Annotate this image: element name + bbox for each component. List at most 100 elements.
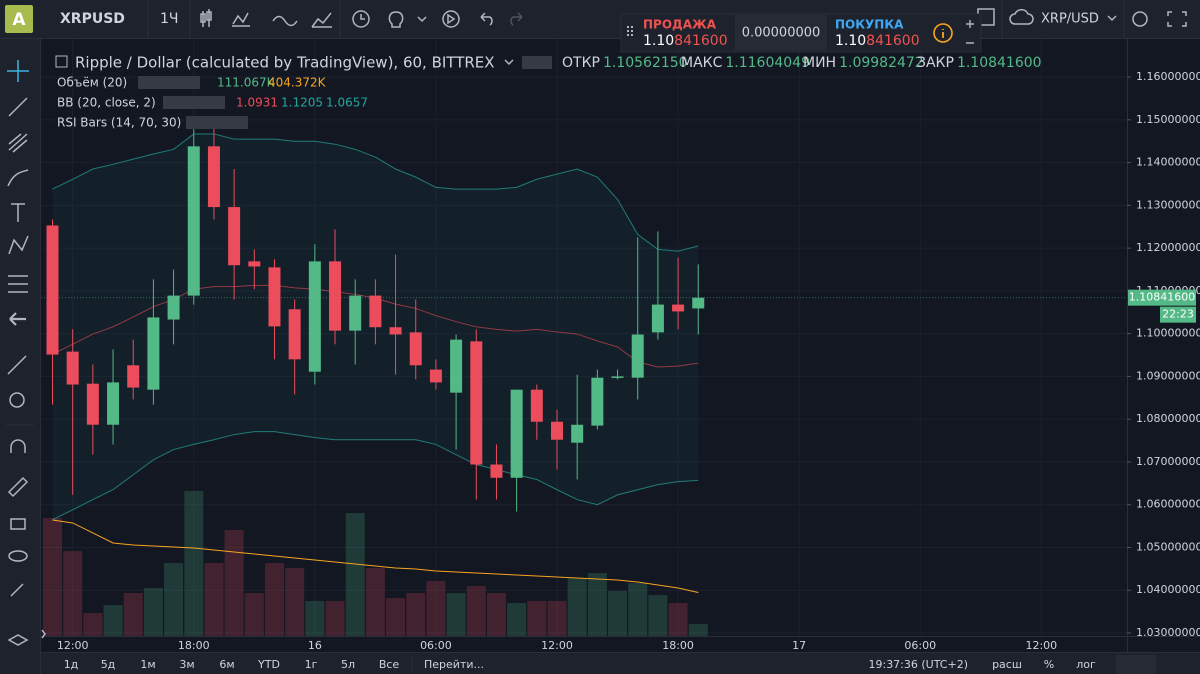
y-tick-label: 1.09000000 <box>1136 369 1200 382</box>
pair[interactable]: XRP/USD <box>1041 12 1099 27</box>
volume-bar <box>668 602 688 636</box>
dropdown-arrow[interactable] <box>504 59 514 66</box>
volume-bar <box>143 588 163 636</box>
volume-bar <box>365 568 385 636</box>
sell-price: 1.10841600 <box>643 33 728 49</box>
candle-body <box>167 295 180 320</box>
candle-body <box>66 351 79 385</box>
range-button[interactable]: 6м <box>219 658 234 671</box>
volume-bar <box>426 580 446 636</box>
dropdown-arrow[interactable] <box>417 16 427 23</box>
candle-body <box>571 424 584 443</box>
replay-icon[interactable] <box>442 10 460 28</box>
visibility-tool[interactable] <box>8 550 28 562</box>
collapse-legend[interactable] <box>55 55 68 68</box>
avatar[interactable] <box>5 5 33 33</box>
spread: 0.00000000 <box>742 26 821 41</box>
chart-title: Ripple / Dollar (calculated by TradingVi… <box>75 54 495 72</box>
x-tick-label: 18:00 <box>178 639 210 652</box>
symbol[interactable]: XRPUSD <box>60 11 125 27</box>
chart-style-icon[interactable] <box>200 9 212 27</box>
buy-price: 1.10841600 <box>835 33 920 49</box>
range-button[interactable]: YTD <box>257 658 280 671</box>
templates-icon[interactable] <box>311 12 332 28</box>
scale-option[interactable]: расш <box>992 658 1022 671</box>
ideas-icon[interactable] <box>388 11 404 28</box>
fullscreen-icon[interactable] <box>1167 11 1187 27</box>
ruler-tool[interactable] <box>7 355 27 375</box>
volume-bar <box>688 624 708 636</box>
volume-bar <box>446 592 466 636</box>
zoom-tool[interactable] <box>9 392 25 408</box>
crosshair-tool[interactable] <box>7 60 29 82</box>
lock-tool[interactable] <box>10 518 26 530</box>
compare-icon[interactable] <box>272 15 298 27</box>
range-button[interactable]: 5л <box>341 658 355 671</box>
bottom-toolbar <box>41 653 1200 674</box>
draw-mode-tool[interactable] <box>7 476 29 498</box>
brush-tool[interactable] <box>7 169 29 187</box>
candle-body <box>228 207 241 266</box>
y-tick-label: 1.13000000 <box>1136 198 1200 211</box>
alert-icon[interactable] <box>352 10 370 28</box>
y-tick-label: 1.04000000 <box>1136 583 1200 596</box>
range-button[interactable]: 3м <box>179 658 194 671</box>
goto-button[interactable]: Перейти... <box>424 658 484 671</box>
range-button[interactable]: 1д <box>64 658 79 671</box>
volume-legend-name: Объём (20) <box>57 76 127 90</box>
y-tick-label: 1.10000000 <box>1136 327 1200 340</box>
y-tick-label: 1.12000000 <box>1136 241 1200 254</box>
sell-button[interactable] <box>638 15 734 51</box>
buy-price-minor: 841600 <box>866 33 919 49</box>
volume-bar <box>103 605 123 636</box>
range-button[interactable]: 5д <box>101 658 116 671</box>
range-button[interactable]: Все <box>379 658 400 671</box>
candle-body <box>107 382 120 425</box>
candle-body <box>409 332 422 366</box>
y-tick-label: 1.03000000 <box>1136 626 1200 639</box>
candle-body <box>510 389 523 478</box>
layers-tool[interactable] <box>7 634 29 646</box>
prediction-tool[interactable] <box>8 275 28 293</box>
collapse-toolbar[interactable] <box>41 629 46 639</box>
volume-bar <box>648 595 668 636</box>
volume-bar <box>264 562 284 636</box>
link-tool[interactable] <box>10 583 24 597</box>
auto-highlight <box>1116 655 1156 674</box>
settings-icon[interactable] <box>1132 11 1148 27</box>
legend-buttons[interactable] <box>163 96 225 109</box>
buy-button[interactable] <box>828 15 924 51</box>
bb-legend-name: BB (20, close, 2) <box>57 96 156 110</box>
volume-bar <box>83 612 103 636</box>
range-button[interactable]: 1м <box>140 658 155 671</box>
redo-icon[interactable] <box>510 12 523 26</box>
back-tool[interactable] <box>9 312 26 326</box>
legend-buttons[interactable] <box>186 116 248 129</box>
cloud-icon[interactable] <box>1009 8 1034 25</box>
trendline-tool[interactable] <box>8 97 28 117</box>
range-button[interactable]: 1г <box>305 658 318 671</box>
buy-price-major: 1.10 <box>835 33 866 49</box>
pattern-tool[interactable] <box>8 235 29 255</box>
indicators-icon[interactable] <box>232 12 250 27</box>
scale-option[interactable]: лог <box>1076 658 1096 671</box>
candle-body <box>551 421 563 440</box>
pitchfork-tool[interactable] <box>8 133 28 153</box>
interval[interactable]: 1Ч <box>160 11 179 27</box>
legend-buttons[interactable] <box>522 56 552 69</box>
legend-buttons[interactable] <box>138 76 200 89</box>
text-tool[interactable] <box>11 203 25 222</box>
dropdown-arrow[interactable] <box>1107 15 1117 22</box>
info-icon[interactable] <box>933 23 953 43</box>
volume-bar <box>567 578 587 636</box>
candle-body <box>389 327 402 335</box>
scale-option[interactable]: % <box>1044 658 1054 671</box>
magnet-tool[interactable] <box>10 439 26 453</box>
candle-body <box>329 261 342 331</box>
x-tick-label: 17 <box>792 639 806 652</box>
volume-bar <box>204 562 224 636</box>
undo-icon[interactable] <box>480 12 493 26</box>
qty-buttons[interactable] <box>966 20 974 44</box>
drag-handle[interactable] <box>627 26 633 36</box>
